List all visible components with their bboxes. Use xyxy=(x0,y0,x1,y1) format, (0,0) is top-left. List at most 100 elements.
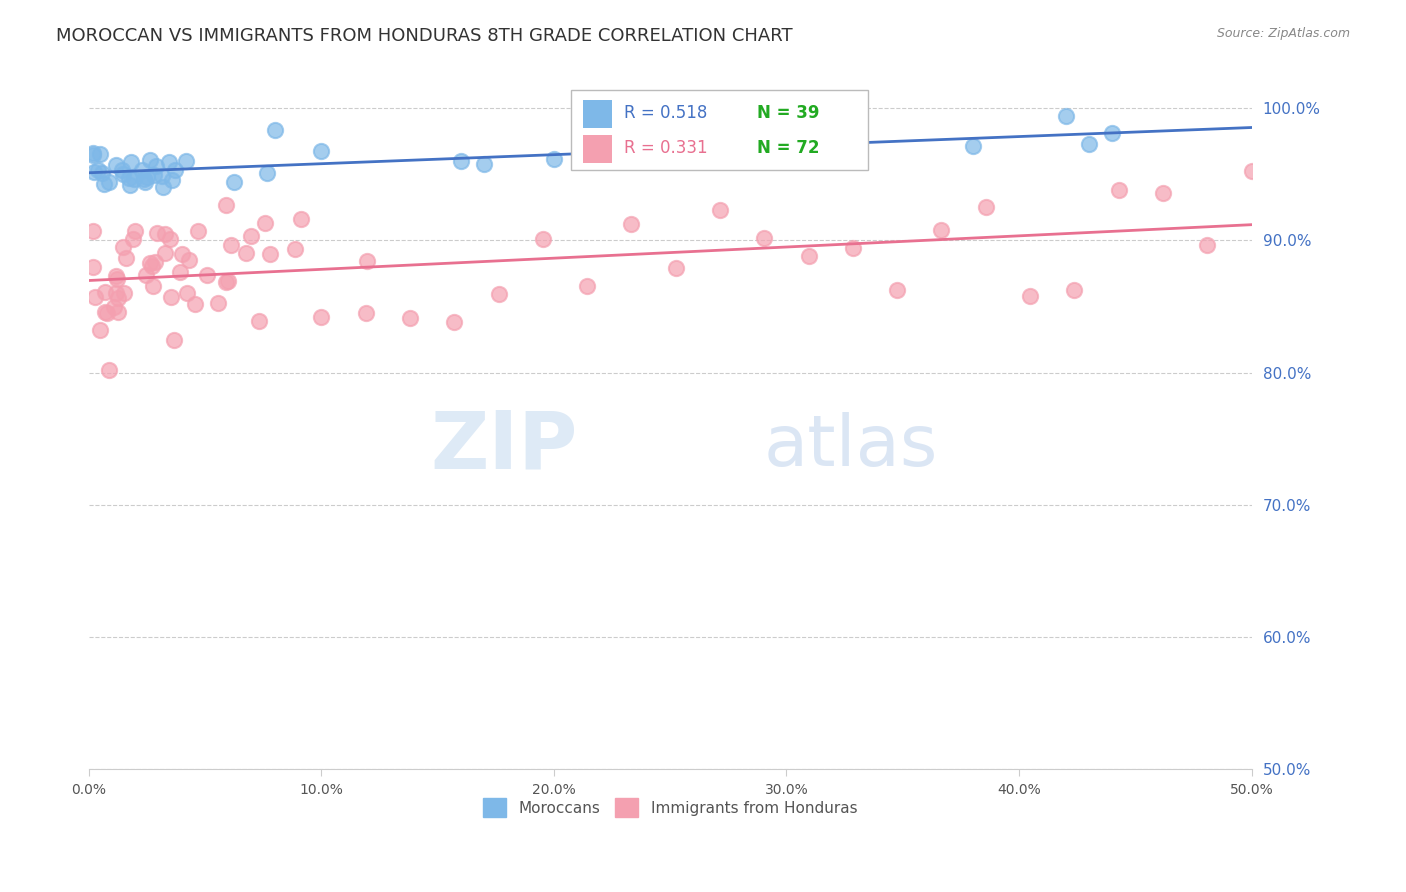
Point xyxy=(354,306,377,320)
Point xyxy=(111,162,134,177)
FancyBboxPatch shape xyxy=(571,89,868,170)
Point xyxy=(135,268,157,282)
Point xyxy=(222,175,245,189)
Text: Source: ZipAtlas.com: Source: ZipAtlas.com xyxy=(1216,27,1350,40)
Point xyxy=(263,122,285,136)
Point xyxy=(311,310,333,324)
Point xyxy=(443,315,465,329)
Point xyxy=(90,166,112,180)
Point xyxy=(155,227,177,242)
Point xyxy=(665,260,688,275)
Point xyxy=(576,279,599,293)
Point xyxy=(531,232,554,246)
Point xyxy=(195,268,218,282)
Point xyxy=(1101,126,1123,140)
Point xyxy=(120,155,142,169)
Point xyxy=(214,198,236,212)
Point xyxy=(122,172,145,186)
Point xyxy=(132,171,155,186)
Point xyxy=(1019,289,1042,303)
Point xyxy=(153,245,176,260)
Point xyxy=(1152,186,1174,200)
Point xyxy=(122,232,145,246)
Point xyxy=(82,260,104,274)
Point xyxy=(142,168,165,182)
Point xyxy=(150,169,173,183)
FancyBboxPatch shape xyxy=(583,135,612,163)
Point xyxy=(163,163,186,178)
Point xyxy=(974,200,997,214)
Point xyxy=(96,306,118,320)
Point xyxy=(472,157,495,171)
Point xyxy=(1054,109,1077,123)
Point xyxy=(97,362,120,376)
FancyBboxPatch shape xyxy=(583,100,612,128)
Point xyxy=(141,259,163,273)
Point xyxy=(620,217,643,231)
Point xyxy=(1063,283,1085,297)
Point xyxy=(169,265,191,279)
Point xyxy=(112,285,135,300)
Point xyxy=(488,287,510,301)
Point xyxy=(177,252,200,267)
Point xyxy=(89,323,111,337)
Text: R = 0.518: R = 0.518 xyxy=(624,103,707,121)
Point xyxy=(104,158,127,172)
Point xyxy=(259,247,281,261)
Point xyxy=(170,246,193,260)
Point xyxy=(124,224,146,238)
Text: ZIP: ZIP xyxy=(430,408,576,486)
Text: atlas: atlas xyxy=(763,412,938,482)
Point xyxy=(235,246,257,260)
Point xyxy=(160,172,183,186)
Point xyxy=(1240,164,1263,178)
Point xyxy=(886,283,908,297)
Point xyxy=(120,178,142,193)
Point xyxy=(183,297,205,311)
Point xyxy=(105,269,128,284)
Point xyxy=(83,165,105,179)
Text: N = 72: N = 72 xyxy=(758,138,820,157)
Text: R = 0.331: R = 0.331 xyxy=(624,138,707,157)
Point xyxy=(134,175,156,189)
Point xyxy=(176,286,198,301)
Point xyxy=(86,163,108,178)
Point xyxy=(105,286,128,301)
Point xyxy=(115,251,138,265)
Point xyxy=(187,224,209,238)
Point xyxy=(356,254,378,268)
Point xyxy=(82,148,104,162)
Point xyxy=(118,171,141,186)
Point xyxy=(131,163,153,178)
Point xyxy=(142,278,165,293)
Point xyxy=(97,176,120,190)
Point xyxy=(1108,183,1130,197)
Point xyxy=(399,311,422,326)
Text: MOROCCAN VS IMMIGRANTS FROM HONDURAS 8TH GRADE CORRELATION CHART: MOROCCAN VS IMMIGRANTS FROM HONDURAS 8TH… xyxy=(56,27,793,45)
Point xyxy=(103,301,125,315)
Point xyxy=(219,238,242,252)
Point xyxy=(290,211,312,226)
Point xyxy=(93,177,115,191)
Legend: Moroccans, Immigrants from Honduras: Moroccans, Immigrants from Honduras xyxy=(475,791,865,825)
Point xyxy=(962,138,984,153)
Point xyxy=(112,240,135,254)
Point xyxy=(152,180,174,194)
Point xyxy=(89,147,111,161)
Point xyxy=(94,304,117,318)
Point xyxy=(145,159,167,173)
Point xyxy=(247,314,270,328)
Text: N = 39: N = 39 xyxy=(758,103,820,121)
Point xyxy=(797,249,820,263)
Point xyxy=(240,229,263,244)
Point xyxy=(84,290,107,304)
Point xyxy=(709,203,731,218)
Point xyxy=(931,223,953,237)
Point xyxy=(254,216,277,230)
Point xyxy=(160,290,183,304)
Point xyxy=(82,224,104,238)
Point xyxy=(145,226,167,240)
Point xyxy=(754,231,776,245)
Point xyxy=(105,271,128,285)
Point xyxy=(543,153,565,167)
